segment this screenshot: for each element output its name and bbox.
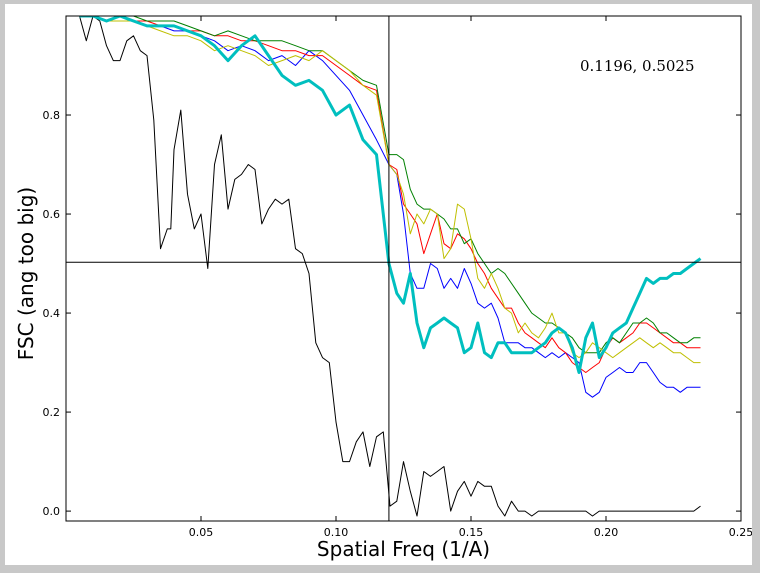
x-axis-label: Spatial Freq (1/A) xyxy=(317,537,490,561)
x-tick-label: 0.15 xyxy=(459,526,484,539)
series-layer xyxy=(79,16,702,517)
fsc-line-chart: 0.05 0.10 0.15 0.20 0.25 0.0 0.2 0.4 0.6 0.8 0.1… xyxy=(14,15,752,561)
crosshair-annotation: 0.1196, 0.5025 xyxy=(580,57,695,75)
y-tick-label: 0.4 xyxy=(43,307,61,320)
series-line-4 xyxy=(79,16,701,354)
y-axis-label: FSC (ang too big) xyxy=(14,187,38,360)
series-line-3 xyxy=(79,16,701,373)
x-tick-label: 0.05 xyxy=(189,526,214,539)
y-tick-label: 0.2 xyxy=(43,406,61,419)
y-tick-label: 0.6 xyxy=(43,208,61,221)
series-line-5 xyxy=(79,16,701,364)
y-tick-label: 0.0 xyxy=(43,505,61,518)
x-tick-label: 0.20 xyxy=(594,526,619,539)
x-tick-label: 0.10 xyxy=(324,526,349,539)
x-axis-ticks: 0.05 0.10 0.15 0.20 0.25 xyxy=(189,16,752,539)
y-axis-ticks: 0.0 0.2 0.4 0.6 0.8 xyxy=(43,109,741,518)
y-tick-label: 0.8 xyxy=(43,109,61,122)
series-line-6 xyxy=(79,16,702,374)
x-tick-label: 0.25 xyxy=(729,526,752,539)
plot-area-border xyxy=(65,15,742,522)
series-line-1 xyxy=(79,16,701,517)
crosshair xyxy=(66,16,741,521)
chart-frame: 0.05 0.10 0.15 0.20 0.25 0.0 0.2 0.4 0.6 0.8 0.1… xyxy=(5,4,752,565)
